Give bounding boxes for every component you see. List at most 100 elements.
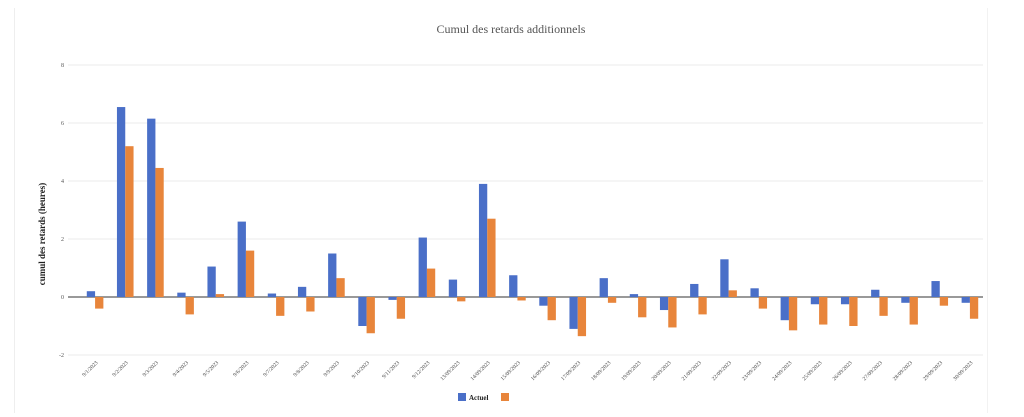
legend[interactable]: Actuel	[458, 393, 509, 402]
bar-series-1	[147, 118, 156, 298]
bar-series-1	[86, 291, 96, 297]
y-axis-label: cumul des retards (heures)	[37, 183, 47, 285]
x-tick-label: 13/09/2023	[440, 360, 462, 382]
x-tick-label: 29/09/2023	[922, 360, 944, 382]
legend-label[interactable]: Actuel	[469, 394, 488, 402]
bar-series-2	[607, 297, 617, 303]
bar-series-2	[185, 297, 194, 315]
bar-series-2	[698, 297, 707, 315]
x-tick-label: 21/09/2023	[681, 360, 703, 382]
legend-swatch[interactable]	[501, 393, 509, 401]
bar-series-2	[125, 146, 134, 297]
bar-series-1	[297, 286, 307, 297]
bar-series-2	[95, 297, 104, 309]
x-tick-label: 9/1/2023	[81, 360, 99, 378]
bar-series-2	[517, 297, 526, 301]
x-tick-label: 9/10/2023	[351, 360, 371, 380]
bar-series-2	[306, 297, 315, 312]
bar-series-1	[569, 297, 578, 329]
bar-series-2	[638, 297, 647, 318]
bar-series-1	[720, 259, 729, 297]
bar-series-2	[577, 297, 587, 337]
x-tick-label: 9/3/2023	[142, 360, 160, 378]
x-tick-label: 17/09/2023	[560, 360, 582, 382]
bar-series-2	[819, 297, 828, 325]
legend-swatch[interactable]	[458, 393, 466, 401]
bar-series-1	[690, 283, 699, 297]
x-tick-label: 28/09/2023	[892, 360, 914, 382]
x-tick-label: 22/09/2023	[711, 360, 733, 382]
bar-series-1	[418, 237, 427, 297]
bar-chart: Cumul des retards additionnels cumul des…	[37, 22, 983, 402]
bar-series-2	[879, 297, 888, 316]
x-tick-label: 9/9/2023	[323, 360, 341, 378]
bar-series-1	[780, 297, 789, 321]
bar-series-1	[750, 288, 759, 297]
y-tick-label: -2	[59, 353, 64, 359]
bar-series-2	[487, 218, 496, 297]
bars	[86, 107, 979, 337]
y-tick-label: 4	[61, 179, 64, 185]
bar-series-1	[328, 253, 337, 297]
chart-title: Cumul des retards additionnels	[437, 22, 586, 36]
y-tick-label: 2	[61, 237, 64, 243]
chart-card: Cumul des retards additionnels cumul des…	[14, 8, 988, 413]
bar-series-1	[358, 297, 367, 326]
bar-series-1	[901, 297, 910, 303]
bar-series-2	[547, 297, 556, 321]
bar-series-2	[336, 278, 345, 297]
x-tick-label: 23/09/2023	[741, 360, 763, 382]
bar-series-2	[457, 297, 466, 302]
bar-series-2	[758, 297, 768, 309]
x-tick-label: 27/09/2023	[862, 360, 884, 382]
bar-series-2	[276, 297, 285, 316]
bar-series-1	[659, 297, 669, 311]
x-tick-label: 9/11/2023	[381, 360, 401, 380]
y-tick-label: 6	[61, 121, 64, 127]
x-tick-label: 15/09/2023	[500, 360, 522, 382]
x-tick-label: 14/09/2023	[470, 360, 492, 382]
bar-series-2	[909, 297, 918, 325]
bar-series-1	[388, 297, 397, 300]
x-tick-label: 25/09/2023	[802, 360, 824, 382]
bar-series-1	[629, 294, 639, 297]
bar-series-2	[939, 297, 949, 306]
bar-series-1	[871, 289, 880, 297]
x-tick-label: 9/12/2023	[411, 360, 431, 380]
y-tick-label: 8	[61, 63, 64, 69]
bar-series-2	[426, 268, 436, 297]
bar-series-2	[215, 294, 225, 297]
bar-series-2	[366, 297, 375, 334]
bar-series-1	[207, 266, 216, 297]
gridlines	[68, 64, 983, 356]
bar-series-1	[599, 278, 608, 297]
x-tick-label: 9/8/2023	[293, 360, 311, 378]
bar-series-1	[961, 297, 970, 303]
bar-series-1	[267, 293, 277, 297]
x-tick-label: 9/4/2023	[172, 360, 190, 378]
x-tick-label: 30/09/2023	[952, 360, 974, 382]
bar-series-1	[177, 292, 186, 297]
bar-series-1	[539, 297, 548, 306]
bar-series-1	[448, 279, 458, 297]
bar-series-1	[931, 281, 940, 297]
bar-series-2	[668, 297, 677, 328]
x-tick-label: 9/2/2023	[112, 360, 130, 378]
bar-series-1	[840, 297, 850, 305]
bar-series-2	[849, 297, 858, 326]
bar-series-2	[788, 297, 798, 331]
x-tick-label: 19/09/2023	[621, 360, 643, 382]
y-axis-ticks: 8 6 4 2 0 -2	[59, 63, 64, 359]
bar-series-2	[969, 297, 979, 319]
bar-series-2	[155, 167, 164, 297]
bar-series-2	[396, 297, 406, 319]
bar-series-1	[509, 275, 518, 297]
bar-series-2	[245, 250, 255, 297]
x-axis-ticks: 9/1/2023 9/2/2023 9/3/2023 9/4/2023 9/5/2023…	[81, 360, 974, 382]
x-tick-label: 24/09/2023	[771, 360, 793, 382]
x-tick-label: 20/09/2023	[651, 360, 673, 382]
x-tick-label: 18/09/2023	[590, 360, 612, 382]
x-tick-label: 9/5/2023	[202, 360, 220, 378]
bar-series-1	[810, 297, 820, 305]
bar-series-1	[478, 183, 488, 297]
